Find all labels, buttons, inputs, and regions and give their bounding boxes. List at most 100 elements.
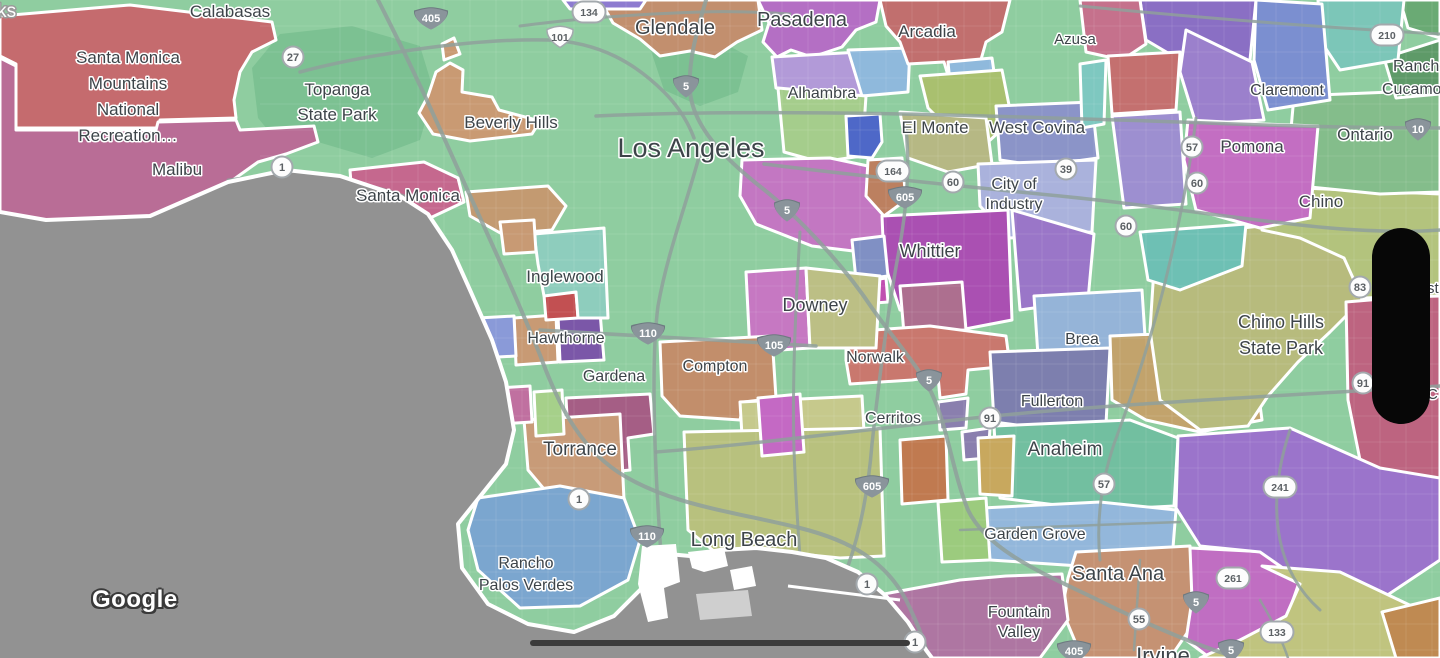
svg-text:57: 57 [1098,479,1110,491]
region-azusa-pink [1078,0,1148,62]
highway-shield-39: 39 [1054,157,1078,181]
road-i-10 [594,110,1440,130]
svg-text:91: 91 [1357,378,1369,390]
svg-text:5: 5 [784,205,790,217]
highway-shield-5: 5 [773,199,801,222]
svg-text:1: 1 [576,494,582,506]
highway-shield-91: 91 [1351,371,1375,395]
map-label-anaheim: Anaheim [1028,439,1103,460]
road-i-405 [376,0,930,658]
map-label-downey: Downey [782,295,847,315]
svg-text:110: 110 [638,531,656,543]
highway-shield-1: 1 [270,155,294,179]
map-label-topanga-state-park: Topanga [304,80,370,99]
map-label-los-angeles: Los Angeles [617,133,764,163]
harbor-port-pier-c [730,566,756,590]
map-label-compton: Compton [683,358,748,375]
highway-shield-1: 1 [567,487,591,511]
svg-text:405: 405 [1065,646,1083,658]
highway-shield-57: 57 [1180,135,1204,159]
svg-text:105: 105 [765,340,783,352]
highway-shield-1: 1 [855,572,879,596]
region-venice [464,184,568,236]
map-label-el-monte: El Monte [901,118,968,137]
svg-text:405: 405 [422,13,440,25]
svg-text:5: 5 [683,81,689,93]
map-label-irvine: Irvine [1136,643,1190,658]
map-label-chino-hills-state-park: Chino Hills [1238,312,1324,332]
harbor-port-pier-a [638,544,680,622]
svg-text:27: 27 [287,52,299,64]
svg-text:164: 164 [884,166,902,178]
svg-text:1: 1 [912,637,918,649]
svg-text:133: 133 [1268,627,1286,639]
map-label-fountain-valley: Fountain [988,604,1050,621]
map-label-rancho-palos-verdes: Palos Verdes [479,577,573,594]
region-lynwood-magenta [756,392,806,458]
harbor-port-pier-b [688,548,728,572]
region-beverly-hills [417,61,542,143]
highway-shield-241: 241 [1262,475,1298,499]
map-label-rancho-palos-verdes: Rancho [498,555,553,572]
home-indicator[interactable] [530,640,910,646]
region-claremont-blue [1252,0,1332,112]
map-label-ontario: Ontario [1337,125,1393,144]
highway-shield-164: 164 [875,159,911,183]
svg-text:55: 55 [1133,614,1145,626]
region-san-gabriel-blue [846,46,912,98]
map-label-city-of-industry: Industry [986,196,1043,213]
region-orange-corner [1380,596,1440,658]
map-label-chino: Chino [1299,192,1343,211]
map-label-topanga-state-park: State Park [297,105,377,124]
svg-text:605: 605 [896,192,914,204]
highway-shield-91: 91 [978,406,1002,430]
map-label-santa-monica-mountains: National [97,100,159,119]
region-rancho-palos-verdes [466,484,642,610]
highway-shield-10: 10 [1404,118,1432,141]
map-label-malibu: Malibu [152,160,202,179]
svg-text:110: 110 [639,328,657,340]
highway-shield-5: 5 [1217,639,1245,658]
svg-text:5: 5 [926,375,932,387]
google-logo: Google [92,586,178,613]
map-label-inglewood: Inglewood [526,267,604,286]
map-label-pomona: Pomona [1220,137,1284,156]
map-label-claremont: Claremont [1250,82,1324,99]
region-corner-green [1398,0,1440,40]
map-label-arcadia: Arcadia [898,22,956,41]
svg-text:261: 261 [1224,573,1242,585]
map-label-norwalk: Norwalk [846,349,905,366]
map-label-pasadena: Pasadena [757,9,848,31]
svg-text:91: 91 [984,413,996,425]
svg-text:5: 5 [1193,597,1199,609]
map-label-glendale: Glendale [635,17,715,39]
map-label-west-covina: West Covina [989,118,1086,137]
harbor-port-terminal [696,590,752,620]
camera-cutout [1372,228,1430,424]
breakwater [787,584,901,602]
svg-text:10: 10 [1412,124,1424,136]
coastline [0,168,934,658]
region-rosemead-blue [844,112,884,160]
ocean [0,170,932,658]
highway-shield-261: 261 [1215,566,1251,590]
map-label-beverly-hills: Beverly Hills [464,113,558,132]
map-label-gardena: Gardena [583,368,645,385]
map-label-santa-ana: Santa Ana [1072,563,1165,585]
region-gold-patch [976,434,1016,498]
road-sr-241 [1275,428,1322,612]
map-label-santa-monica-mountains: Mountains [89,74,167,93]
highway-shield-55: 55 [1127,607,1151,631]
map-label-city-of-industry: City of [991,176,1037,193]
highway-shield-605: 605 [854,475,890,498]
road-i-110 [652,144,704,572]
map-label-alhambra: Alhambra [788,85,857,102]
road-i-710 [791,230,802,558]
svg-text:605: 605 [863,481,881,493]
highway-shield-60: 60 [1185,171,1209,195]
region-san-dimas [1110,110,1188,210]
road-sr-91 [654,384,1440,454]
region-anaheim [992,418,1180,512]
